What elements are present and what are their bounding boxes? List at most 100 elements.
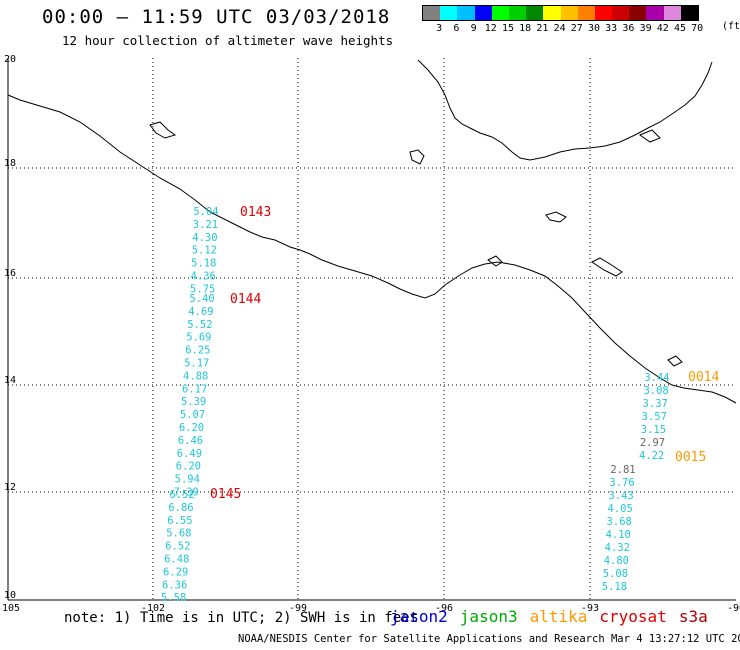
legend-labels: 3 6 9 12 15 18 21 24 27 30 33 36 39 42 45 70 [422, 21, 703, 35]
wave-height-value: 2.81 [610, 464, 635, 476]
lat-label: 16 [4, 268, 16, 279]
map-title: 00:00 — 11:59 UTC 03/03/2018 [42, 6, 391, 28]
legend-label: 70 [691, 23, 704, 34]
map-subtitle: 12 hour collection of altimeter wave hei… [62, 33, 394, 48]
wave-height-value: 5.69 [186, 332, 211, 344]
lat-label: 12 [4, 482, 16, 493]
graticule: -105 -102 -99 -96 -93 -90 20 18 16 14 12 10 [0, 54, 740, 614]
legend-swatch [543, 6, 561, 20]
wave-height-value: 6.46 [178, 435, 203, 447]
legend-label: 3 [436, 23, 443, 34]
legend-label: 42 [656, 23, 669, 34]
wave-height-value: 4.30 [192, 232, 217, 244]
wave-height-value: 4.05 [608, 503, 633, 515]
wave-height-value: 6.20 [179, 422, 204, 434]
wave-height-value: 4.36 [191, 271, 216, 283]
wave-height-value: 3.68 [607, 516, 632, 528]
legend-label: 36 [622, 23, 635, 34]
island-1 [409, 149, 425, 165]
legend-swatch [508, 6, 527, 20]
island-2 [545, 211, 567, 223]
wave-height-value: 4.69 [188, 306, 213, 318]
wave-height-value: 6.25 [185, 345, 210, 357]
legend-swatch [491, 6, 509, 20]
island-7 [667, 355, 683, 367]
wave-height-value: 5.18 [602, 581, 627, 593]
legend-label: 12 [484, 23, 497, 34]
legend-swatch [594, 6, 613, 20]
wave-height-value: 6.36 [162, 579, 187, 591]
satellite-jason2: jason2 [390, 607, 448, 626]
coastline [7, 59, 737, 404]
wave-height-value: 6.49 [177, 448, 202, 460]
wave-height-value: 3.43 [608, 490, 633, 502]
footer-note: note: 1) Time is in UTC; 2) SWH is in fe… [64, 610, 419, 626]
lon-label: -90 [727, 603, 740, 614]
legend-swatch [663, 6, 681, 20]
wave-height-value: 6.48 [164, 554, 189, 566]
pass-number-label: 0144 [230, 292, 261, 307]
wave-height-value: 3.21 [193, 219, 218, 231]
island-3 [591, 257, 623, 277]
legend-swatch [646, 6, 664, 20]
island-6 [638, 129, 661, 143]
wave-height-legend: 3 6 9 12 15 18 21 24 27 30 33 36 39 42 45 70 [422, 5, 703, 35]
credit-line: NOAA/NESDIS Center for Satellite Applica… [238, 633, 740, 645]
legend-swatch [680, 6, 698, 20]
wave-height-value: 7.39 [174, 487, 199, 499]
legend-swatch [474, 6, 492, 20]
wave-height-value: 3.57 [642, 411, 667, 423]
legend-label: 39 [639, 23, 652, 34]
wave-height-value: 6.52 [165, 541, 190, 553]
legend-swatch [560, 6, 578, 20]
wave-height-value: 5.40 [189, 293, 214, 305]
pass-number-label: 0145 [210, 487, 241, 502]
legend-color-bar [422, 5, 699, 21]
legend-swatch [423, 6, 441, 20]
satellite-cryosat: cryosat [599, 607, 667, 626]
wave-height-value: 6.52 [169, 489, 194, 501]
lat-label: 20 [4, 54, 16, 65]
legend-swatch [629, 6, 647, 20]
wave-height-value: 5.94 [175, 474, 200, 486]
lat-label: 14 [4, 375, 16, 386]
legend-label: 15 [501, 23, 515, 34]
wave-height-value: 5.17 [184, 358, 209, 370]
wave-height-value: 3.37 [643, 398, 668, 410]
satellite-altika: altika [529, 607, 588, 626]
wave-height-value: 3.76 [609, 477, 634, 489]
satellite-s3a: s3a [678, 607, 708, 626]
wave-height-value: 6.86 [168, 502, 193, 514]
wave-height-value: 5.07 [180, 409, 205, 421]
wave-height-value: 5.68 [166, 528, 191, 540]
wave-height-value: 2.97 [640, 437, 665, 449]
legend-label: 33 [605, 23, 618, 34]
wave-height-value: 6.17 [182, 383, 207, 395]
wave-height-value: 6.29 [163, 566, 188, 578]
wave-height-value: 5.75 [190, 283, 215, 295]
pass-number-label: 0143 [240, 205, 271, 220]
wave-height-value: 6.55 [167, 515, 192, 527]
wave-height-value: 4.10 [606, 529, 631, 541]
legend-label: 27 [570, 23, 583, 34]
legend-swatch [612, 6, 630, 20]
wave-height-value: 3.44 [644, 372, 669, 384]
wave-height-value: 5.08 [603, 568, 628, 580]
wave-height-value: 5.12 [192, 245, 217, 257]
lat-label: 18 [4, 158, 16, 169]
wave-height-value: 3.15 [641, 424, 666, 436]
lon-label: -96 [435, 603, 453, 614]
satellite-jason3: jason3 [459, 607, 518, 626]
legend-swatch [577, 6, 595, 20]
island-4 [487, 255, 503, 267]
wave-height-value: 6.20 [176, 461, 201, 473]
legend-label: 30 [587, 23, 601, 34]
gulf-coastline [417, 59, 713, 161]
legend-label: 24 [553, 23, 566, 34]
lon-label: -105 [0, 603, 20, 614]
wave-height-value: 5.58 [161, 592, 186, 604]
wave-height-value: 4.32 [605, 542, 630, 554]
altimeter-tracks: 5.043.214.305.125.184.365.7501435.404.69… [161, 205, 720, 604]
legend-label: 18 [519, 23, 532, 34]
